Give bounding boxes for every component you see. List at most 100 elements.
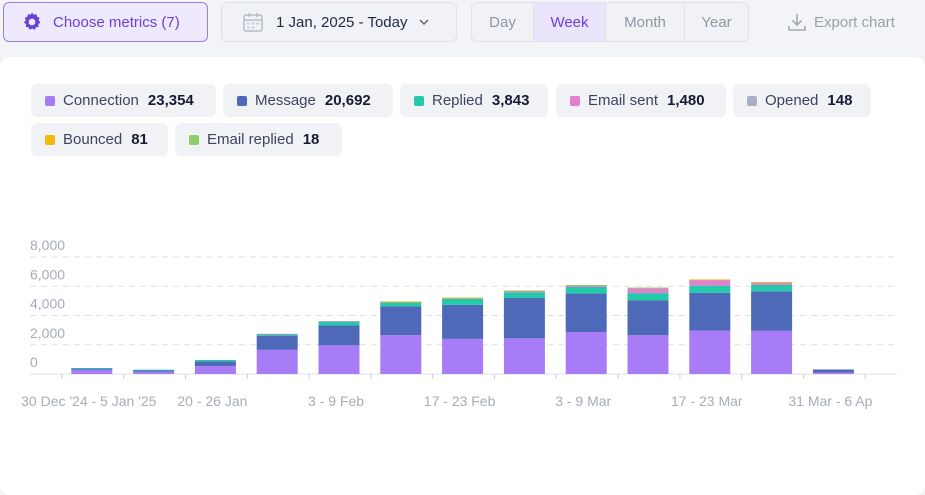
- stacked-bar-chart: 0 2,000 4,000 6,000 8,000 30 Dec '24 - 5 Jan …: [21, 237, 897, 409]
- legend-value: 18: [302, 131, 320, 148]
- bar-segment: [812, 372, 854, 374]
- bar-segment: [689, 280, 731, 286]
- bar-segment: [627, 288, 669, 294]
- bar-segment: [503, 338, 545, 374]
- bar-segment: [812, 369, 854, 373]
- bar-segment: [194, 359, 236, 362]
- bar-segment: [627, 300, 669, 336]
- legend-value: 148: [827, 92, 853, 109]
- bar-segment: [565, 285, 607, 286]
- bar-segment: [689, 292, 731, 331]
- bar-segment: [380, 301, 422, 303]
- legend-swatch: [45, 95, 55, 106]
- y-tick-label: 4,000: [30, 296, 65, 312]
- date-range-label: 1 Jan, 2025 - Today: [276, 13, 408, 31]
- bar-segment: [442, 338, 484, 374]
- bar-segment: [194, 361, 236, 367]
- y-tick-label: 8,000: [30, 237, 65, 253]
- legend-swatch: [45, 134, 55, 145]
- bar-segment: [133, 371, 175, 374]
- bar-segment: [565, 286, 607, 294]
- bar-segment: [503, 290, 545, 293]
- date-range-picker[interactable]: 1 Jan, 2025 - Today: [221, 2, 457, 42]
- bar-segment: [194, 366, 236, 374]
- tab-month[interactable]: Month: [606, 3, 685, 41]
- chart-card: Connection 23,354 Message 20,692 Replied…: [0, 57, 925, 495]
- bar-segment: [256, 335, 298, 350]
- bar-segment: [565, 332, 607, 374]
- bar-segment: [380, 302, 422, 307]
- bar-segment: [751, 330, 793, 374]
- x-tick-label: 3 - 9 Feb: [308, 393, 364, 409]
- bar-segment: [442, 297, 484, 299]
- bar-segment: [751, 291, 793, 331]
- tab-year[interactable]: Year: [701, 13, 732, 31]
- bar-segment: [689, 279, 731, 281]
- tab-day[interactable]: Day: [472, 3, 534, 41]
- period-selector: Day Week Month Year: [471, 2, 749, 42]
- bar-segment: [256, 333, 298, 335]
- legend-item-connection[interactable]: Connection 23,354: [31, 84, 216, 117]
- chevron-down-icon: [417, 15, 431, 29]
- legend-item-bounced[interactable]: Bounced 81: [31, 123, 168, 156]
- x-tick-label: 3 - 9 Mar: [555, 393, 611, 409]
- legend-item-replied[interactable]: Replied 3,843: [400, 84, 548, 117]
- bar-segment: [318, 325, 360, 346]
- y-tick-label: 2,000: [30, 325, 65, 341]
- x-tick-label: 17 - 23 Feb: [424, 393, 496, 409]
- legend-swatch: [570, 95, 580, 106]
- legend-label: Email replied: [207, 131, 294, 148]
- legend-swatch: [414, 95, 424, 106]
- legend-label: Opened: [765, 92, 819, 109]
- legend-label: Connection: [63, 92, 139, 109]
- bar-segment: [133, 369, 175, 372]
- legend-label: Message: [255, 92, 316, 109]
- bar-segment: [627, 335, 669, 374]
- legend-swatch: [189, 134, 199, 145]
- legend-label: Bounced: [63, 131, 123, 148]
- bar-segment: [503, 292, 545, 298]
- bar-segment: [256, 349, 298, 374]
- legend-value: 3,843: [491, 92, 530, 109]
- bar-segment: [627, 293, 669, 301]
- legend-item-opened[interactable]: Opened 148: [733, 84, 871, 117]
- legend-value: 81: [131, 131, 148, 148]
- bar-segment: [380, 306, 422, 336]
- bar-segment: [256, 334, 298, 336]
- bar-segment: [71, 369, 113, 374]
- legend-label: Email sent: [588, 92, 659, 109]
- bar-segment: [565, 285, 607, 287]
- calendar-icon: [242, 11, 264, 33]
- x-tick-label: 17 - 23 Mar: [671, 393, 743, 409]
- bar-segment: [689, 330, 731, 374]
- tab-week[interactable]: Week: [534, 3, 606, 41]
- bar-segment: [751, 284, 793, 292]
- legend-item-email-replied[interactable]: Email replied 18: [175, 123, 342, 156]
- bar-segment: [380, 335, 422, 374]
- legend-item-email-sent[interactable]: Email sent 1,480: [556, 84, 726, 117]
- bar-segment: [503, 290, 545, 292]
- choose-metrics-button[interactable]: Choose metrics (7): [3, 2, 208, 42]
- gear-icon: [20, 10, 44, 34]
- y-tick-label: 0: [30, 354, 38, 370]
- legend-item-message[interactable]: Message 20,692: [223, 84, 393, 117]
- legend-label: Replied: [432, 92, 483, 109]
- choose-metrics-label: Choose metrics (7): [53, 13, 180, 31]
- toolbar: Choose metrics (7) 1 Jan, 2025 - Today D…: [0, 0, 925, 48]
- x-tick-label: 30 Dec '24 - 5 Jan '25: [21, 393, 157, 409]
- x-tick-label: 31 Mar - 6 Ap: [788, 393, 872, 409]
- legend-swatch: [747, 95, 757, 106]
- legend-value: 1,480: [667, 92, 705, 109]
- bar-segment: [689, 285, 731, 293]
- legend-swatch: [237, 95, 247, 106]
- bar-segment: [318, 345, 360, 374]
- bar-segment: [627, 287, 669, 289]
- bar-segment: [318, 321, 360, 322]
- bar-segment: [71, 368, 113, 370]
- x-tick-label: 20 - 26 Jan: [177, 393, 247, 409]
- bar-segment: [751, 282, 793, 285]
- export-chart-button[interactable]: Export chart: [786, 2, 895, 42]
- export-chart-label: Export chart: [814, 13, 895, 31]
- bar-segment: [71, 368, 113, 369]
- legend-value: 23,354: [147, 92, 194, 109]
